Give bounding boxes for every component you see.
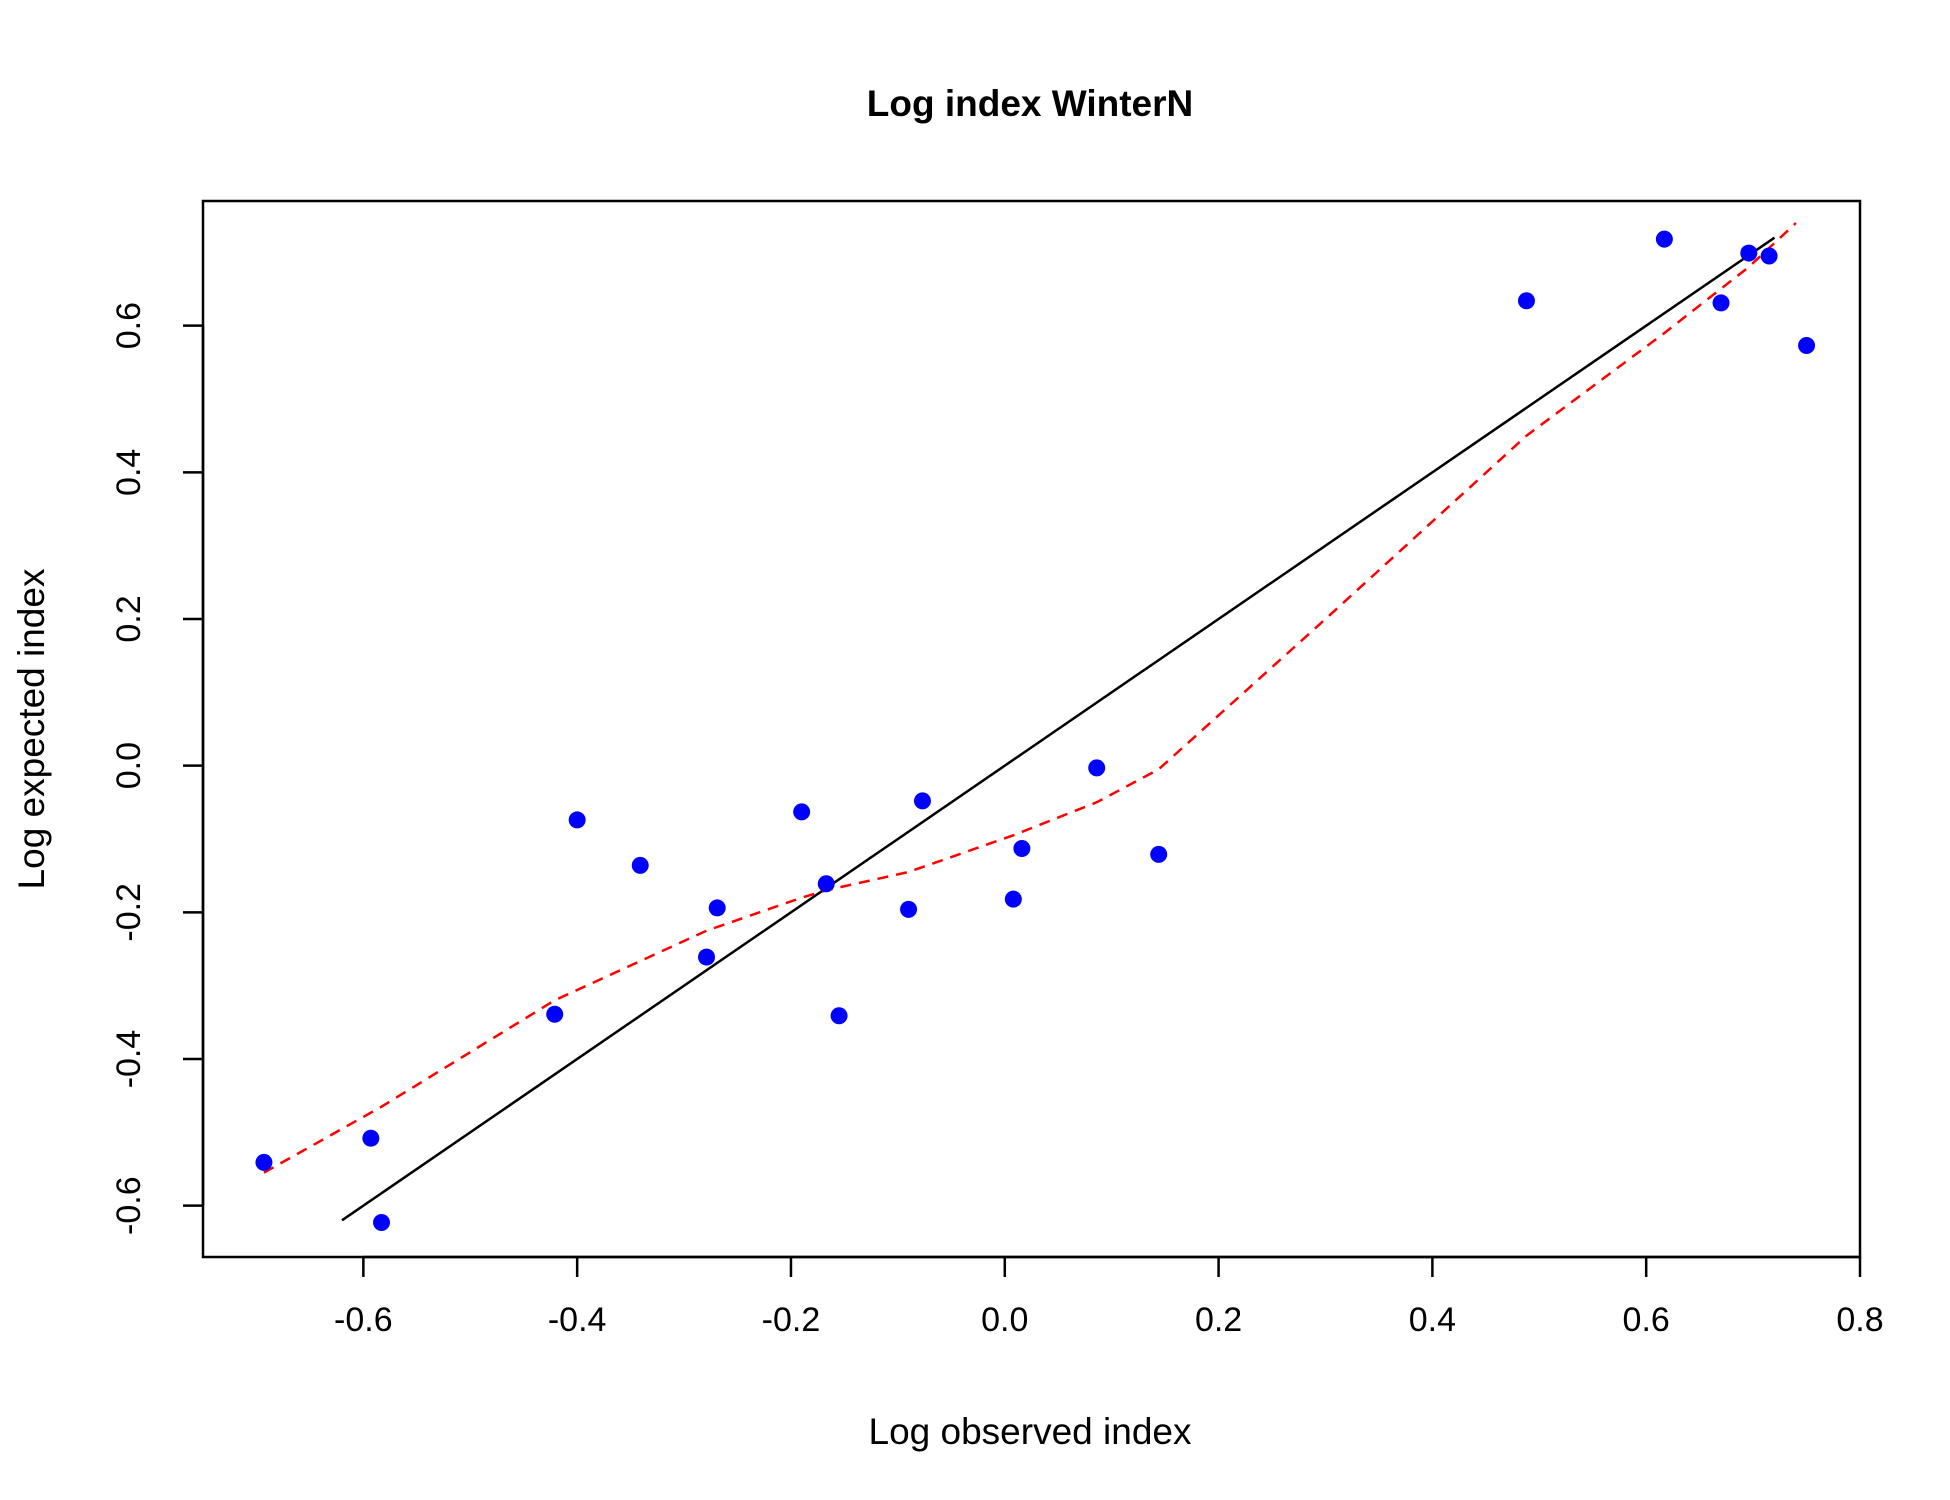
data-point [362,1129,380,1147]
x-tick-label: 0.4 [1409,1301,1456,1339]
data-point [631,856,649,874]
data-point [1517,292,1535,310]
data-point [900,900,918,918]
smoother-group [263,222,1797,1174]
y-tick-label: -0.6 [110,1176,148,1235]
data-point [817,875,835,893]
x-tick-label: 0.6 [1623,1301,1670,1339]
data-point [1798,336,1816,354]
y-axis-label: Log expected index [11,568,52,889]
y-axis: -0.6 -0.4 -0.2 0.0 0.2 0.4 0.6 [110,302,205,1235]
data-point [1004,890,1022,908]
data-point [830,1007,848,1025]
x-axis-label: Log observed index [869,1411,1192,1452]
data-point [546,1005,564,1023]
data-point [1013,840,1031,858]
data-point [1740,244,1758,262]
y-tick-label: 0.0 [110,742,148,789]
reference-line [341,236,1776,1222]
x-tick-label: 0.8 [1836,1301,1883,1339]
data-point [698,948,716,966]
reference-line-group [341,236,1776,1222]
data-point [708,899,726,917]
x-tick-label: 0.0 [981,1301,1028,1339]
y-tick-label: -0.2 [110,883,148,942]
smoother-line [263,222,1797,1174]
data-point [1088,759,1106,777]
points-group [255,230,1816,1232]
x-tick-label: -0.4 [548,1301,607,1339]
data-point [1760,247,1778,265]
x-tick-label: -0.6 [334,1301,393,1339]
data-point [793,803,811,821]
data-point [568,811,586,829]
data-point [1150,845,1168,863]
x-tick-label: -0.2 [762,1301,821,1339]
data-point [1655,230,1673,248]
y-tick-label: 0.2 [110,595,148,642]
chart-title: Log index WinterN [867,83,1194,124]
data-point [255,1153,273,1171]
data-point [913,792,931,810]
y-tick-label: -0.4 [110,1030,148,1089]
plot-frame [201,199,1862,1259]
x-axis: -0.6 -0.4 -0.2 0.0 0.2 0.4 0.6 0.8 [334,1255,1884,1339]
y-tick-label: 0.4 [110,449,148,496]
y-tick-label: 0.6 [110,302,148,349]
x-tick-label: 0.2 [1195,1301,1242,1339]
data-point [373,1214,391,1232]
data-point [1712,294,1730,312]
